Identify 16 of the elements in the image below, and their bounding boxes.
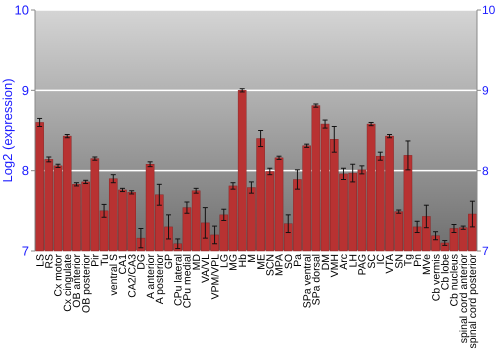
y-tick-label: 8 (22, 163, 29, 178)
x-tick-label: spinal cord posterior (467, 253, 480, 349)
x-tick-label: Pa (292, 254, 304, 267)
y-tick-label: 9 (22, 82, 29, 98)
y2-tick-label: 10 (482, 3, 496, 18)
x-tick-label: Cx cingulate (62, 254, 74, 312)
y2-tick-label: 8 (482, 164, 489, 178)
y-axis-title: Log2 (expression) (0, 78, 15, 183)
y-tick-label: 7 (22, 244, 29, 259)
x-tick-label: Cb lobe (439, 254, 452, 290)
y2-tick-label: 9 (482, 84, 489, 98)
y2-tick-label: 7 (482, 244, 489, 258)
y-tick-label: 10 (14, 2, 29, 18)
x-tick-label: Hb (236, 254, 249, 268)
x-tick-label: Tg (402, 254, 415, 266)
x-tick-label: MVe (421, 254, 434, 276)
